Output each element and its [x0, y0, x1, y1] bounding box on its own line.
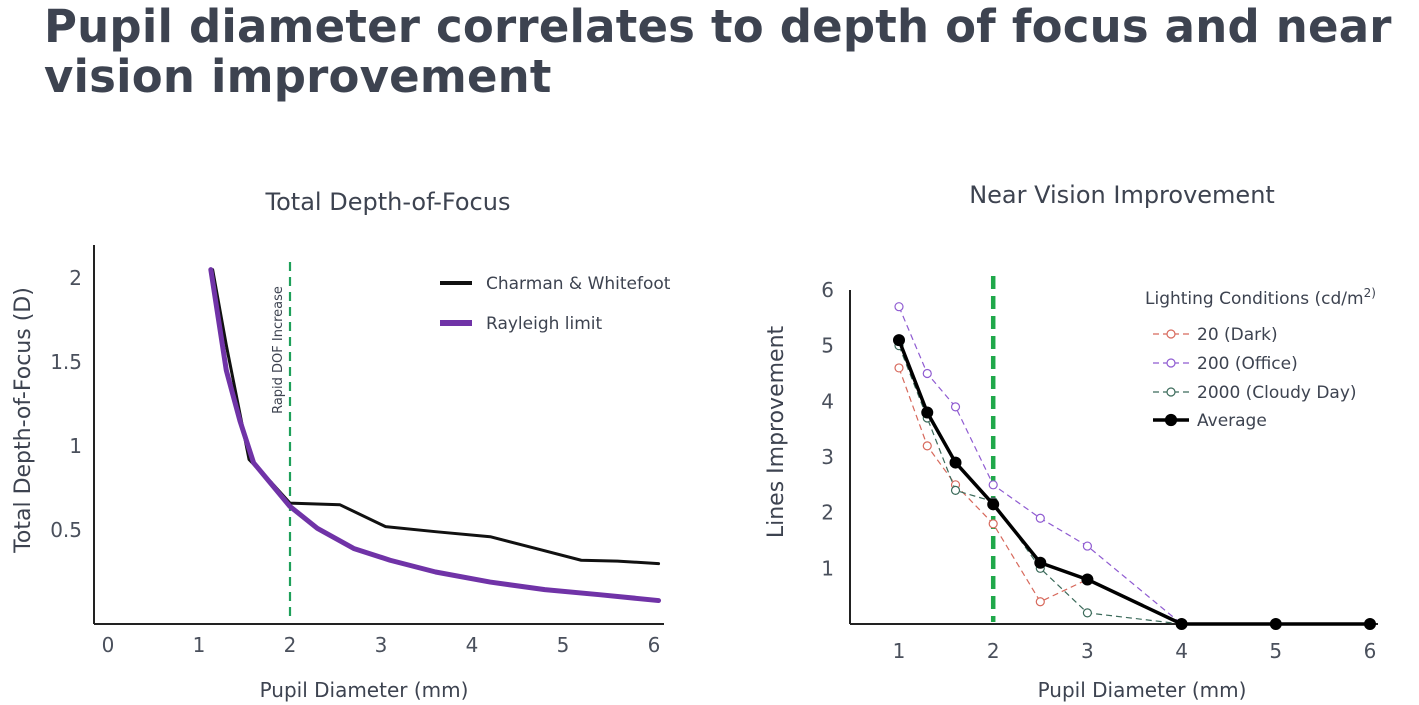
- series-average-point: [1081, 573, 1094, 586]
- x-tick-label: 2: [987, 639, 1000, 663]
- legend-label: Rayleigh limit: [486, 314, 603, 334]
- legend-label: 20 (Dark): [1197, 325, 1278, 345]
- series-200-office-point: [988, 480, 998, 490]
- x-tick-label: 4: [1175, 639, 1188, 663]
- x-tick-label: 6: [648, 633, 661, 657]
- x-axis-label: Pupil Diameter (mm): [1038, 678, 1247, 702]
- x-tick-label: 4: [466, 633, 479, 657]
- x-axis-label: Pupil Diameter (mm): [260, 678, 469, 702]
- series-average-point: [949, 456, 962, 469]
- legend-label: 200 (Office): [1197, 354, 1298, 374]
- series-average-point: [921, 406, 934, 419]
- series-average-point: [893, 334, 905, 347]
- series-20-dark-point: [1035, 597, 1045, 607]
- y-axis-label: Total Depth-of-Focus (D): [11, 287, 36, 554]
- series-average-point: [1364, 618, 1376, 630]
- y-tick-label: 2: [821, 501, 834, 525]
- y-tick-label: 2: [69, 266, 82, 290]
- chart-title: Near Vision Improvement: [969, 181, 1275, 209]
- series-2000-cloudy-day-point: [950, 485, 961, 495]
- series-average-point: [1269, 618, 1282, 630]
- legend-label: Charman & Whitefoot: [486, 274, 671, 294]
- series-20-dark-point: [894, 363, 904, 373]
- y-axis-label: Lines Improvement: [764, 325, 789, 538]
- series-200-office-line: [898, 306, 1182, 625]
- series-20-dark-point: [988, 519, 998, 529]
- series-charman-whitefoot-line: [211, 268, 661, 566]
- series-rayleigh-limit-line: [208, 267, 662, 604]
- series-average-point: [1175, 618, 1188, 630]
- y-tick-label: 1: [69, 434, 82, 458]
- series-20-dark-line: [898, 367, 1088, 603]
- y-tick-label: 3: [821, 445, 834, 469]
- rapid-dof-increase-label: Rapid DOF Increase: [271, 286, 286, 414]
- series-200-office-point: [950, 402, 961, 412]
- series-average-point: [1034, 556, 1047, 569]
- y-tick-label: 1.5: [50, 350, 82, 374]
- x-tick-label: 1: [893, 639, 906, 663]
- legend-marker: [1164, 413, 1178, 427]
- legend-title: Lighting Conditions (cd/m2): [1145, 286, 1376, 309]
- series-2000-cloudy-day-line: [898, 345, 1182, 625]
- x-tick-label: 3: [375, 633, 388, 657]
- legend-label: 2000 (Cloudy Day): [1197, 383, 1357, 403]
- x-tick-label: 6: [1364, 639, 1377, 663]
- legend-label: Average: [1197, 411, 1267, 431]
- x-tick-label: 1: [193, 633, 206, 657]
- series-200-office-point: [1082, 541, 1093, 551]
- y-tick-label: 4: [821, 389, 834, 413]
- series-2000-cloudy-day-point: [1082, 608, 1093, 618]
- chart-title: Total Depth-of-Focus: [265, 188, 511, 216]
- y-tick-label: 1: [821, 556, 834, 580]
- x-tick-label: 3: [1081, 639, 1094, 663]
- y-tick-label: 0.5: [50, 518, 82, 542]
- series-20-dark-point: [922, 441, 932, 451]
- series-200-office-point: [1035, 513, 1045, 523]
- x-tick-label: 5: [557, 633, 570, 657]
- chart-total-depth-of-focus: Total Depth-of-Focus 0 1 2 3 4 5 6 2 1.5 1 0.5 Pupil…: [11, 188, 671, 702]
- series-200-office-point: [922, 368, 932, 379]
- x-tick-label: 2: [284, 633, 297, 657]
- y-tick-label: 5: [821, 334, 834, 358]
- x-tick-label: 0: [102, 633, 115, 657]
- x-tick-label: 5: [1269, 639, 1282, 663]
- page-title: Pupil diameter correlates to depth of fo…: [44, 0, 1392, 103]
- legend-marker: [1166, 358, 1176, 368]
- series-200-office-point: [894, 302, 904, 312]
- y-tick-label: 6: [821, 278, 834, 302]
- series-average-point: [987, 498, 1000, 511]
- legend-marker: [1166, 387, 1176, 397]
- legend-marker: [1166, 329, 1176, 339]
